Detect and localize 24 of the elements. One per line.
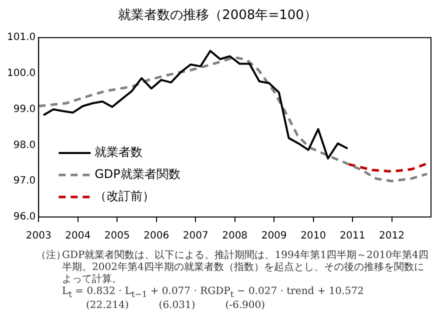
legend-label: 就業者数 xyxy=(94,145,143,160)
y-tick-label: 97.0 xyxy=(13,176,36,187)
y-tick-label: 100.0 xyxy=(6,68,36,80)
legend-label: GDP就業者関数 xyxy=(94,167,180,182)
x-tick-label: 2005 xyxy=(104,230,130,242)
y-tick-label: 101.0 xyxy=(6,32,36,44)
x-tick-label: 2009 xyxy=(261,230,287,242)
x-tick-label: 2008 xyxy=(222,230,248,242)
line-series xyxy=(347,162,428,173)
y-tick-label: 98.0 xyxy=(13,140,36,151)
x-tick-label: 2011 xyxy=(340,230,366,242)
text: (22.214) (6.031) (-6.900) xyxy=(85,300,266,312)
legend-label: （改訂前） xyxy=(94,189,155,204)
x-tick-label: 2004 xyxy=(65,230,91,242)
line-series xyxy=(38,56,428,182)
x-tick-label: 2010 xyxy=(300,230,326,242)
y-tick-label: 99.0 xyxy=(13,104,36,115)
x-tick-label: 2007 xyxy=(182,230,208,242)
x-tick-label: 2012 xyxy=(379,230,404,242)
y-tick-label: 96.0 xyxy=(13,212,36,223)
chart-title: 就業者数の推移（2008年=100） xyxy=(118,8,317,24)
x-tick-label: 2003 xyxy=(26,230,52,242)
text: L$_{t}$ = 0.832 · L$_{t−1}$ + 0.077 · RGDP$_{t}$ − 0.027 · trend + 10.572 xyxy=(62,286,365,300)
x-tick-label: 2006 xyxy=(144,230,170,242)
